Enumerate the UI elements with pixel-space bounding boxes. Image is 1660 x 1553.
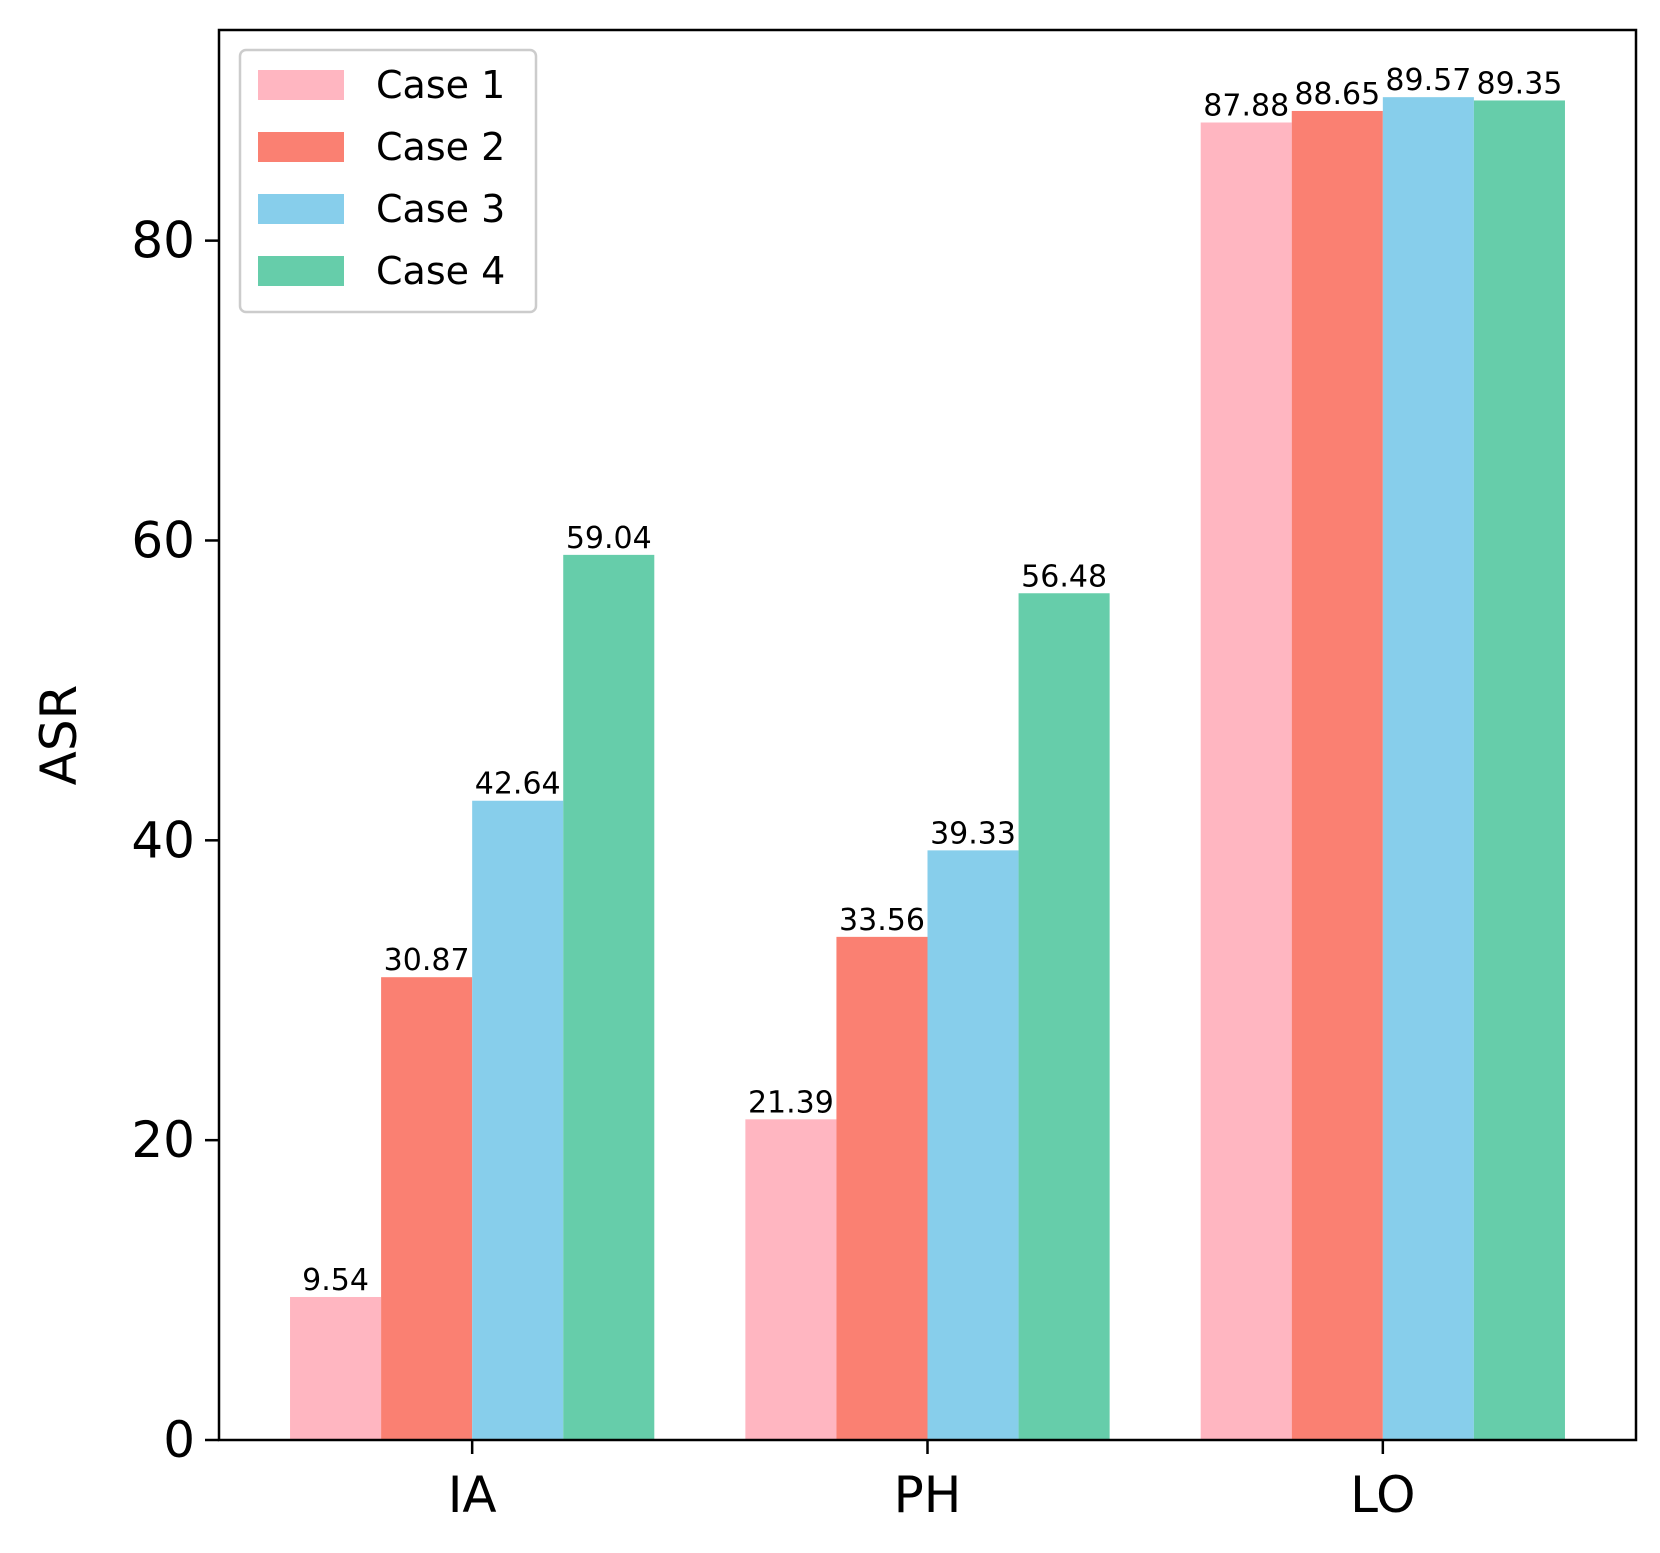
- data-label: 42.64: [475, 767, 561, 802]
- data-label: 89.57: [1385, 63, 1471, 98]
- data-label: 33.56: [839, 903, 925, 938]
- legend-swatch: [258, 256, 344, 286]
- y-axis-label: ASR: [30, 685, 88, 786]
- bar-case-2-ia: [381, 977, 473, 1440]
- bar-case-1-lo: [1200, 122, 1292, 1440]
- legend-box: [238, 48, 538, 314]
- bar-case-1-ia: [290, 1296, 382, 1440]
- bar-case-2-lo: [1291, 110, 1383, 1441]
- bar-case-2-ph: [836, 936, 928, 1440]
- bars-layer: [290, 97, 1565, 1441]
- bar-case-3-ia: [472, 800, 564, 1440]
- bar-case-4-ph: [1018, 593, 1110, 1440]
- legend-label: Case 4: [376, 249, 505, 293]
- data-label: 87.88: [1203, 89, 1289, 124]
- bar-case-3-ph: [927, 850, 1019, 1440]
- data-label: 56.48: [1021, 559, 1107, 594]
- x-tick-label: PH: [894, 1466, 962, 1524]
- x-tick-label: LO: [1350, 1466, 1415, 1524]
- y-tick-label: 20: [131, 1111, 195, 1169]
- data-label: 59.04: [566, 521, 652, 556]
- legend-label: Case 1: [376, 63, 505, 107]
- legend-swatch: [258, 70, 344, 100]
- data-label: 30.87: [384, 943, 470, 978]
- x-axis: IA PH LO: [448, 1440, 1416, 1524]
- data-label: 89.35: [1476, 66, 1562, 101]
- legend-label: Case 2: [376, 125, 505, 169]
- bar-case-1-ph: [745, 1119, 837, 1440]
- bar-case-3-lo: [1382, 97, 1474, 1440]
- bar-case-4-lo: [1473, 100, 1565, 1440]
- legend-swatch: [258, 194, 344, 224]
- y-tick-label: 60: [131, 511, 195, 569]
- bar-case-4-ia: [563, 554, 655, 1440]
- y-tick-label: 40: [131, 811, 195, 869]
- data-label: 21.39: [748, 1085, 834, 1120]
- legend-label: Case 3: [376, 187, 505, 231]
- x-tick-label: IA: [448, 1466, 497, 1524]
- data-label: 88.65: [1294, 77, 1380, 112]
- y-axis: 0 20 40 60 80: [131, 212, 219, 1469]
- data-label: 9.54: [302, 1263, 369, 1298]
- y-tick-label: 80: [131, 212, 195, 270]
- legend: Case 1 Case 2 Case 3 Case 4: [238, 48, 538, 314]
- data-label: 39.33: [930, 816, 1016, 851]
- legend-swatch: [258, 132, 344, 162]
- y-tick-label: 0: [163, 1411, 195, 1469]
- data-labels-layer: 9.54 21.39 87.88 30.87 33.56 88.65 42.64 39.33 8…: [302, 63, 1562, 1298]
